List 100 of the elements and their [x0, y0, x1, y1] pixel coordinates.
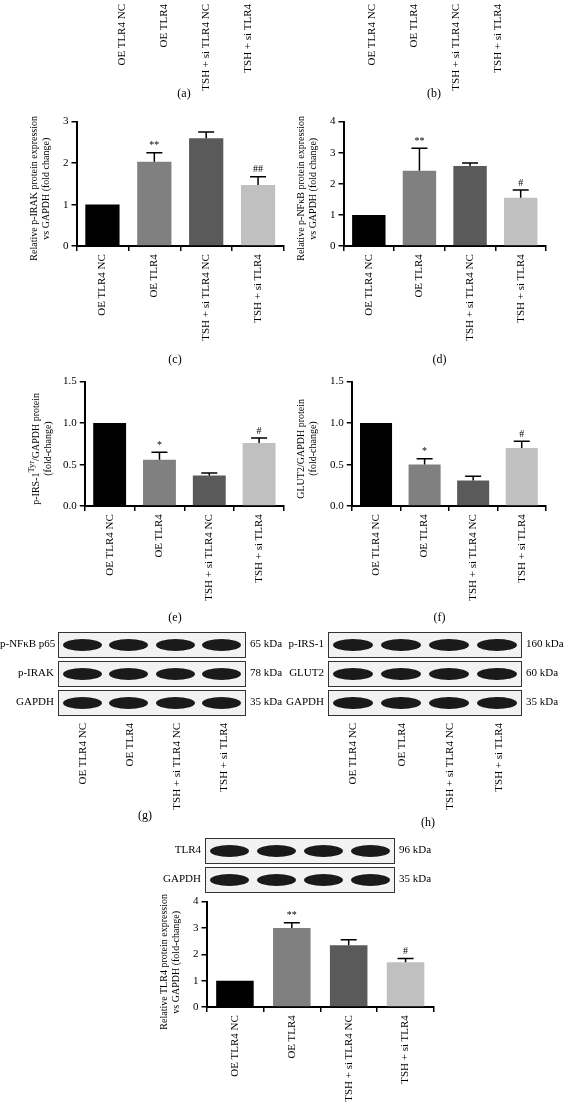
x-tick-label: OE TLR4 NC [227, 1015, 240, 1077]
x-tick-label: TSH + si TLR4 [250, 253, 263, 323]
text: (f) [433, 610, 446, 624]
y-tick-label: 1 [330, 207, 336, 220]
x-tick-label: TSH + si TLR4 [398, 1014, 411, 1084]
x-tick-label: TSH + si TLR4 NC [202, 514, 215, 601]
text: (b) [427, 86, 441, 100]
category-label: TSH + si TLR4 NC [449, 4, 461, 91]
category-label: GAPDH [16, 695, 54, 707]
y-axis-title: Relative p-IRAK protein expression vs GAPDH (fold change) [28, 116, 51, 261]
bar [386, 962, 425, 1007]
y-tick-label: 1.5 [63, 374, 78, 387]
annotation: # [519, 428, 525, 439]
y-tick-label: 4 [193, 894, 199, 907]
bar [143, 459, 176, 506]
annotation: ** [286, 909, 297, 921]
x-tick-label: TSH + si TLR4 [251, 513, 264, 583]
y-tick-label: 3 [63, 114, 69, 127]
category-label: OE TLR4 NC [346, 723, 359, 785]
x-tick-label: OE TLR4 [284, 1014, 297, 1059]
y-tick-label: 0 [63, 239, 69, 252]
bar [408, 464, 441, 506]
annotation: # [518, 176, 524, 188]
category-label: OE TLR4 [407, 4, 419, 48]
category-label: OE TLR4 NC [75, 723, 88, 785]
category-label: TSH + si TLR4 [491, 4, 503, 73]
category-label: GLUT2 [289, 666, 324, 678]
annotation: * [156, 438, 162, 450]
y-tick-label: 1 [63, 197, 69, 210]
y-tick-label: 0.5 [63, 457, 78, 470]
x-tick-label: OE TLR4 [412, 253, 425, 298]
y-tick-label: 3 [330, 145, 336, 158]
y-axis-title: GLUT2/GAPDH protein (fold-change) [295, 398, 318, 499]
x-tick-label: OE TLR4 NC [102, 514, 115, 576]
category-label: TSH + si TLR4 [491, 723, 504, 792]
category-label: 78 kDa [250, 666, 283, 678]
y-tick-label: 4 [330, 114, 336, 127]
category-label: OE TLR4 [394, 723, 407, 767]
bar [192, 475, 226, 506]
y-axis-title: Relative p-NFκB protein expression vs GAPDH (fold change) [295, 116, 318, 261]
annotation: * [422, 445, 428, 457]
bar [189, 138, 224, 246]
x-tick-label: OE TLR4 [152, 513, 165, 558]
y-tick-label: 1.5 [330, 374, 345, 387]
annotation: ** [414, 135, 425, 146]
category-label: OE TLR4 [122, 723, 135, 767]
y-tick-label: 0.0 [63, 499, 78, 512]
category-label: TLR4 [174, 843, 201, 855]
y-tick-label: 0.0 [330, 499, 345, 512]
x-tick-label: OE TLR4 [147, 253, 160, 298]
category-label: 96 kDa [399, 843, 432, 855]
category-label: GAPDH [163, 872, 201, 884]
text: (g) [138, 808, 152, 822]
category-label: 160 kDa [526, 637, 564, 649]
bar [505, 448, 538, 506]
category-label: p-IRS-1 [288, 637, 324, 649]
y-tick-label: 0 [330, 239, 336, 252]
text: (d) [432, 352, 447, 366]
x-tick-label: TSH + si TLR4 NC [462, 254, 475, 341]
bar [457, 480, 490, 506]
y-tick-label: 2 [193, 947, 199, 960]
x-tick-label: TSH + si TLR4 [514, 513, 527, 583]
x-tick-label: TSH + si TLR4 NC [199, 254, 212, 341]
category-label: TSH + si TLR4 NC [443, 723, 456, 810]
category-label: 65 kDa [250, 637, 283, 649]
category-label: 35 kDa [399, 872, 432, 884]
y-tick-label: 3 [193, 920, 199, 933]
x-tick-label: OE TLR4 NC [95, 254, 108, 316]
bar [453, 166, 487, 246]
y-tick-label: 0 [193, 1000, 199, 1013]
annotation: # [403, 945, 409, 957]
y-tick-label: 1.0 [63, 416, 78, 428]
x-tick-label: TSH + si TLR4 NC [341, 1015, 354, 1102]
annotation: ** [149, 139, 160, 151]
x-tick-label: TSH + si TLR4 NC [466, 514, 479, 601]
text: (c) [168, 352, 182, 366]
y-tick-label: 1 [193, 973, 199, 986]
x-tick-label: TSH + si TLR4 [513, 253, 526, 323]
bar [240, 185, 276, 246]
annotation: # [256, 424, 262, 436]
category-label: OE TLR4 NC [365, 4, 377, 66]
category-label: 35 kDa [250, 695, 283, 707]
category-label: TSH + si TLR4 NC [169, 723, 182, 810]
category-label: GAPDH [286, 695, 324, 707]
category-label: 60 kDa [526, 666, 559, 678]
bar [402, 170, 437, 246]
category-label: OE TLR4 NC [115, 4, 127, 66]
category-label: TSH + si TLR4 [216, 723, 229, 792]
category-label: 35 kDa [526, 695, 559, 707]
bar [503, 197, 538, 246]
x-tick-label: OE TLR4 NC [368, 514, 381, 576]
text: (e) [168, 610, 182, 624]
bar [137, 161, 172, 246]
bar [273, 927, 311, 1007]
y-axis-title: Relative TLR4 protein expression vs GAPDH (fold-change) [158, 894, 181, 1031]
category-label: p-IRAK [17, 666, 54, 678]
bar [242, 443, 276, 506]
annotation: ## [253, 163, 264, 175]
text: (a) [177, 86, 191, 100]
x-tick-label: OE TLR4 [417, 513, 430, 558]
